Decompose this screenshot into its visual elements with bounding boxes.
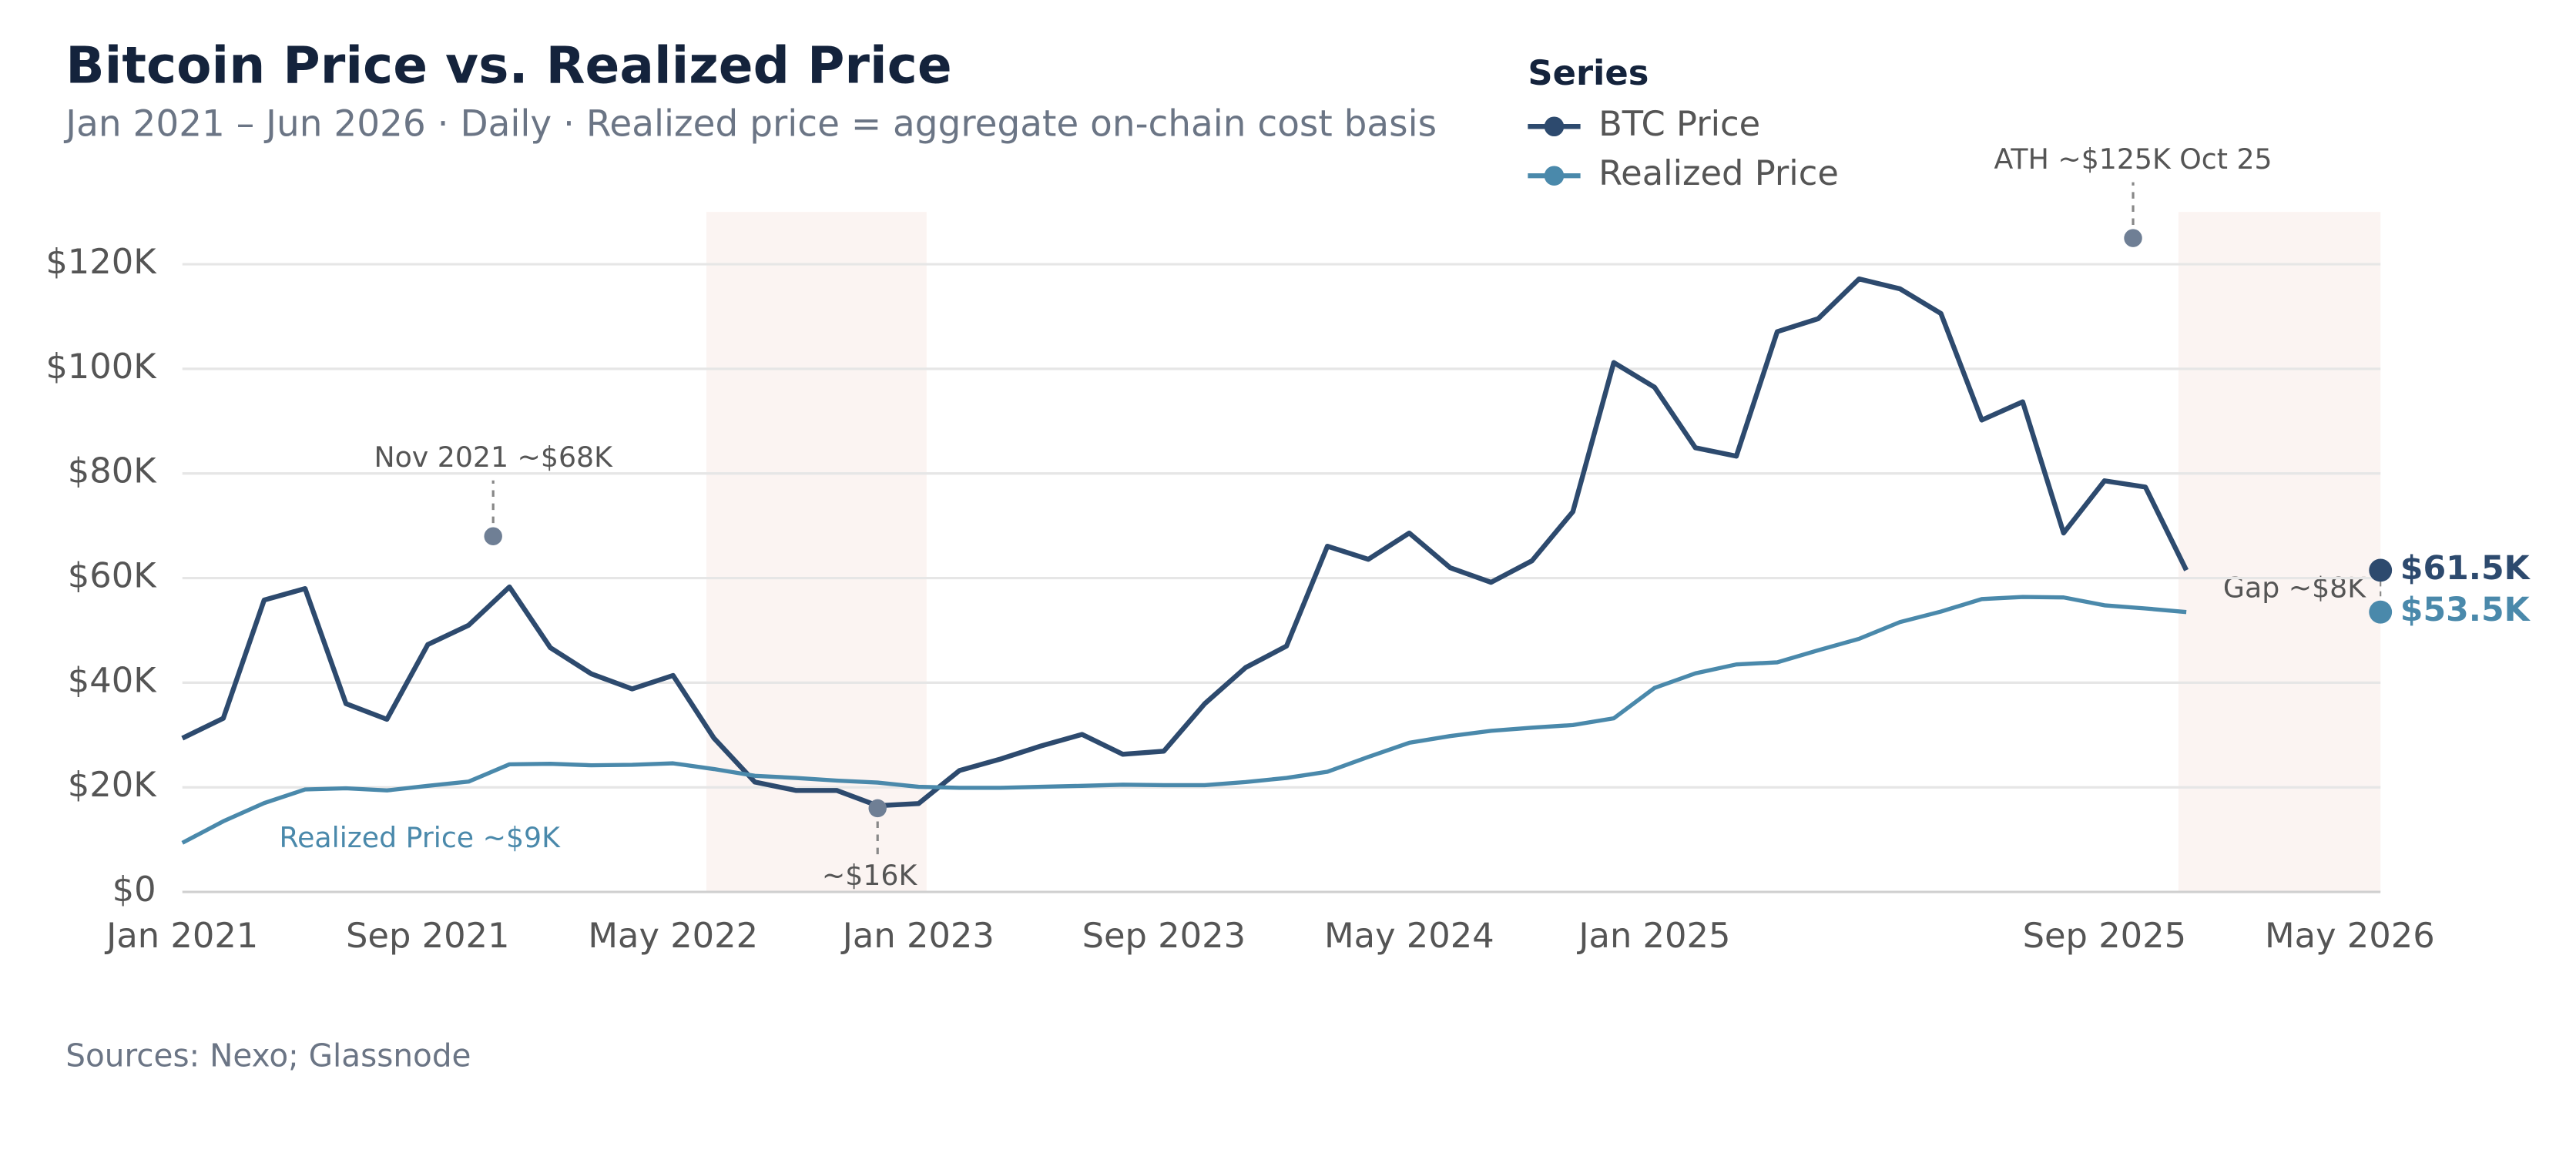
x-tick-label: Jan 2021 [104, 915, 258, 956]
x-tick-label: Sep 2023 [1082, 915, 1246, 956]
end-marker [2369, 558, 2393, 582]
x-tick-label: Jan 2023 [840, 915, 995, 956]
chart-subtitle: Jan 2021 – Jun 2026 · Daily · Realized p… [63, 103, 1437, 146]
x-tick-label: Jan 2025 [1576, 915, 1730, 956]
legend-dot [1544, 116, 1565, 137]
series-line [181, 276, 2189, 809]
y-tick-label: $60K [68, 555, 157, 596]
annotation-label: Nov 2021 ~$68K [374, 441, 613, 474]
chart-title: Bitcoin Price vs. Realized Price [65, 36, 951, 96]
x-tick-label: May 2024 [1324, 915, 1494, 956]
annotation-label: ~$16K [822, 859, 918, 892]
annotation-dot [2124, 229, 2142, 247]
annotation-dot [484, 527, 502, 545]
y-tick-label: $20K [68, 764, 157, 805]
series-line [181, 595, 2187, 845]
y-tick-label: $80K [68, 451, 157, 491]
legend-title: Series [1528, 52, 1649, 93]
x-tick-label: Sep 2025 [2023, 915, 2187, 956]
legend-label: BTC Price [1598, 103, 1760, 144]
x-tick-label: Sep 2021 [346, 915, 510, 956]
series-label: Realized Price ~$9K [280, 821, 562, 854]
end-label: $53.5K [2400, 591, 2531, 629]
legend-dot [1544, 166, 1565, 186]
gap-label: Gap ~$8K [2223, 571, 2366, 605]
x-tick-label: May 2022 [588, 915, 758, 956]
annotation-label: ATH ~$125K Oct 25 [1994, 142, 2272, 176]
legend-label: Realized Price [1598, 152, 1839, 193]
annotation-dot [868, 799, 887, 818]
end-label: $61.5K [2400, 549, 2531, 588]
y-tick-label: $40K [68, 659, 157, 700]
y-tick-label: $100K [45, 346, 157, 387]
y-tick-label: $0 [112, 869, 156, 910]
shaded-period [2178, 212, 2381, 893]
y-tick-label: $120K [45, 241, 157, 282]
end-marker [2369, 600, 2393, 624]
x-tick-label: May 2026 [2265, 915, 2435, 956]
source: Sources: Nexo; Glassnode [65, 1037, 471, 1074]
